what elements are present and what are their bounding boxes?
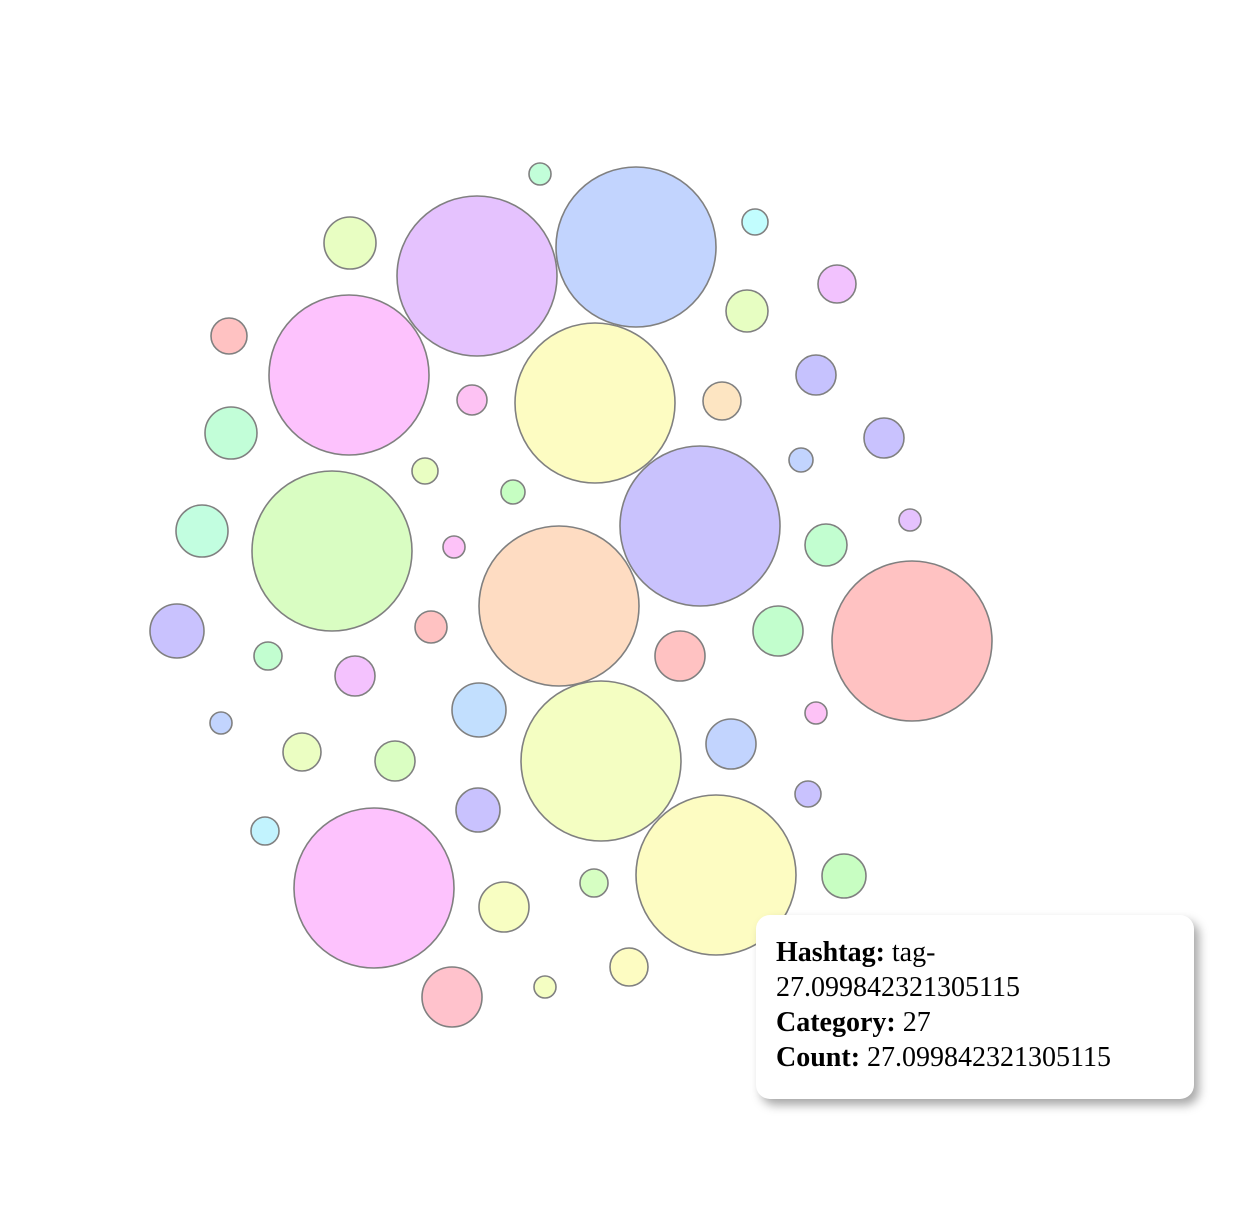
tooltip-hashtag-row: Hashtag: tag-27.099842321305115 [776,935,1172,1005]
bubble[interactable] [334,655,376,697]
bubble[interactable] [414,610,448,644]
bubble[interactable] [528,162,552,186]
bubble[interactable] [898,508,922,532]
tooltip-hashtag-label: Hashtag: [776,937,885,968]
tooltip: Hashtag: tag-27.099842321305115 Category… [756,915,1194,1099]
bubble[interactable] [804,523,848,567]
bubble[interactable] [374,740,416,782]
bubble[interactable] [268,294,430,456]
tooltip-count-label: Count: [776,1042,861,1073]
bubble[interactable] [210,317,248,355]
bubble[interactable] [251,470,413,632]
bubble[interactable] [282,732,322,772]
bubble[interactable] [555,166,717,328]
bubble[interactable] [702,381,742,421]
bubble[interactable] [478,525,640,687]
bubble[interactable] [411,457,439,485]
bubble[interactable] [579,868,609,898]
bubble[interactable] [817,264,857,304]
bubble[interactable] [455,787,501,833]
tooltip-category-label: Category: [776,1007,896,1038]
bubble[interactable] [209,711,233,735]
bubble[interactable] [204,406,258,460]
bubble[interactable] [478,881,530,933]
bubble[interactable] [442,535,466,559]
bubble[interactable] [725,289,769,333]
bubble[interactable] [175,504,229,558]
bubble[interactable] [500,479,526,505]
bubble[interactable] [456,384,488,416]
bubble[interactable] [788,447,814,473]
bubble[interactable] [804,701,828,725]
bubble[interactable] [253,641,283,671]
bubble[interactable] [421,966,483,1028]
bubble[interactable] [863,417,905,459]
bubble[interactable] [794,780,822,808]
tooltip-category-value: 27 [902,1007,931,1038]
bubble[interactable] [741,208,769,236]
bubble[interactable] [149,603,205,659]
bubble[interactable] [396,195,558,357]
bubble[interactable] [654,630,706,682]
tooltip-category-row: Category: 27 [776,1005,1172,1040]
bubble[interactable] [250,816,280,846]
bubble[interactable] [533,975,557,999]
bubble[interactable] [323,216,377,270]
bubble[interactable] [795,354,837,396]
bubble[interactable] [520,680,682,842]
tooltip-hashtag-value: tag-27.099842321305115 [776,937,1020,1003]
bubble[interactable] [293,807,455,969]
bubble[interactable] [451,682,507,738]
bubble[interactable] [514,322,676,484]
bubble[interactable] [821,853,867,899]
bubble[interactable] [619,445,781,607]
bubble[interactable] [705,718,757,770]
bubble[interactable] [609,947,649,987]
bubble[interactable] [752,605,804,657]
tooltip-count-value: 27.099842321305115 [867,1042,1111,1073]
bubble[interactable] [831,560,993,722]
tooltip-count-row: Count: 27.099842321305115 [776,1040,1172,1075]
bubble[interactable] [635,794,797,956]
